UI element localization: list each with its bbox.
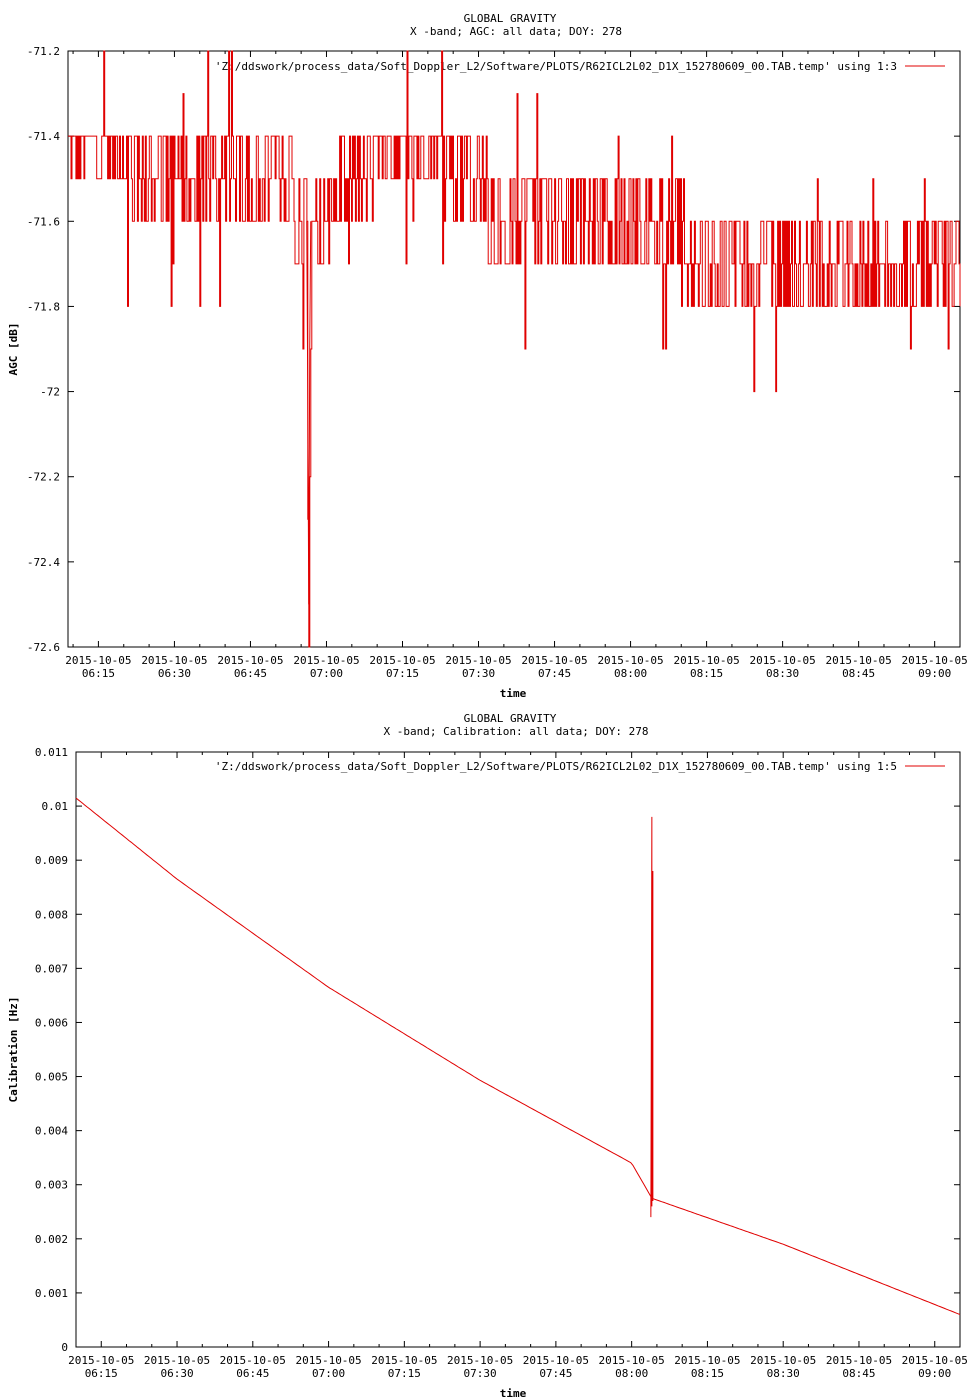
x-axis-label: time xyxy=(500,687,527,700)
y-tick-label: 0.004 xyxy=(35,1125,68,1138)
x-tick-label-date: 2015-10-05 xyxy=(521,654,587,667)
y-tick-label: 0.002 xyxy=(35,1233,68,1246)
x-tick-label-date: 2015-10-05 xyxy=(295,1354,361,1367)
x-tick-label-time: 06:15 xyxy=(82,667,115,680)
x-tick-label-time: 08:30 xyxy=(767,1367,800,1380)
x-tick-label-time: 09:00 xyxy=(918,667,951,680)
x-tick-label-time: 07:15 xyxy=(388,1367,421,1380)
plot-frame xyxy=(67,50,961,648)
y-tick-label: -72.2 xyxy=(27,471,60,484)
x-tick-label-time: 08:00 xyxy=(614,667,647,680)
y-tick-label: -71.4 xyxy=(27,130,60,143)
x-tick-label-date: 2015-10-05 xyxy=(371,1354,437,1367)
legend-text: 'Z:/ddswork/process_data/Soft_Doppler_L2… xyxy=(215,760,897,773)
y-tick-label: -71.2 xyxy=(27,45,60,58)
x-tick-label-date: 2015-10-05 xyxy=(68,1354,134,1367)
y-tick-label: 0.011 xyxy=(35,746,68,759)
x-tick-label-date: 2015-10-05 xyxy=(447,1354,513,1367)
x-tick-label-date: 2015-10-05 xyxy=(599,1354,665,1367)
y-tick-label: -72.4 xyxy=(27,556,60,569)
x-tick-label-date: 2015-10-05 xyxy=(217,654,283,667)
y-tick-label: 0.001 xyxy=(35,1287,68,1300)
y-tick-label: -71.8 xyxy=(27,300,60,313)
x-tick-label-date: 2015-10-05 xyxy=(141,654,207,667)
x-tick-label-date: 2015-10-05 xyxy=(673,654,739,667)
x-tick-label-date: 2015-10-05 xyxy=(597,654,663,667)
data-series-line xyxy=(68,50,961,648)
y-tick-label: 0.007 xyxy=(35,962,68,975)
y-tick-label: 0.003 xyxy=(35,1179,68,1192)
x-tick-label-time: 07:15 xyxy=(386,667,419,680)
y-tick-label: -72.6 xyxy=(27,641,60,654)
y-tick-label: 0.01 xyxy=(42,800,69,813)
x-tick-label-time: 06:30 xyxy=(160,1367,193,1380)
x-tick-label-date: 2015-10-05 xyxy=(826,654,892,667)
x-tick-label-date: 2015-10-05 xyxy=(144,1354,210,1367)
x-tick-label-time: 08:45 xyxy=(842,1367,875,1380)
y-tick-label: 0 xyxy=(61,1341,68,1354)
x-tick-label-date: 2015-10-05 xyxy=(902,654,968,667)
chart-title: GLOBAL GRAVITY xyxy=(464,712,557,725)
x-tick-label-time: 07:30 xyxy=(462,667,495,680)
data-series-line xyxy=(75,797,961,1315)
x-tick-label-date: 2015-10-05 xyxy=(65,654,131,667)
x-tick-label-date: 2015-10-05 xyxy=(674,1354,740,1367)
y-tick-label: -72 xyxy=(40,386,60,399)
x-tick-label-date: 2015-10-05 xyxy=(902,1354,968,1367)
x-tick-label-time: 08:00 xyxy=(615,1367,648,1380)
y-tick-label: 0.009 xyxy=(35,854,68,867)
x-tick-label-date: 2015-10-05 xyxy=(826,1354,892,1367)
x-tick-label-time: 06:45 xyxy=(234,667,267,680)
x-tick-label-time: 08:15 xyxy=(691,1367,724,1380)
x-tick-label-time: 07:00 xyxy=(310,667,343,680)
plot-frame xyxy=(75,751,961,1348)
x-tick-label-date: 2015-10-05 xyxy=(369,654,435,667)
y-tick-label: 0.006 xyxy=(35,1016,68,1029)
x-tick-label-date: 2015-10-05 xyxy=(445,654,511,667)
chart-subtitle: X -band; AGC: all data; DOY: 278 xyxy=(410,25,622,38)
x-tick-label-time: 06:15 xyxy=(85,1367,118,1380)
x-tick-label-date: 2015-10-05 xyxy=(749,654,815,667)
x-tick-label-time: 06:45 xyxy=(236,1367,269,1380)
y-axis-label: AGC [dB] xyxy=(7,323,20,376)
x-tick-label-date: 2015-10-05 xyxy=(750,1354,816,1367)
y-tick-label: 0.005 xyxy=(35,1071,68,1084)
y-tick-label: 0.008 xyxy=(35,908,68,921)
y-tick-label: -71.6 xyxy=(27,215,60,228)
y-axis-label: Calibration [Hz] xyxy=(7,997,20,1103)
x-axis-label: time xyxy=(500,1387,527,1400)
x-tick-label-time: 07:45 xyxy=(538,667,571,680)
chart-subtitle: X -band; Calibration: all data; DOY: 278 xyxy=(384,725,649,738)
x-tick-label-time: 07:30 xyxy=(464,1367,497,1380)
x-tick-label-time: 08:30 xyxy=(766,667,799,680)
x-tick-label-date: 2015-10-05 xyxy=(220,1354,286,1367)
x-tick-label-time: 06:30 xyxy=(158,667,191,680)
x-tick-label-time: 08:15 xyxy=(690,667,723,680)
x-tick-label-time: 07:45 xyxy=(539,1367,572,1380)
x-tick-label-time: 07:00 xyxy=(312,1367,345,1380)
x-tick-label-date: 2015-10-05 xyxy=(523,1354,589,1367)
legend-text: 'Z:/ddswork/process_data/Soft_Doppler_L2… xyxy=(215,60,897,73)
x-tick-label-time: 09:00 xyxy=(918,1367,951,1380)
x-tick-label-time: 08:45 xyxy=(842,667,875,680)
chart-title: GLOBAL GRAVITY xyxy=(464,12,557,25)
calibration-spike xyxy=(650,816,654,1218)
x-tick-label-date: 2015-10-05 xyxy=(293,654,359,667)
